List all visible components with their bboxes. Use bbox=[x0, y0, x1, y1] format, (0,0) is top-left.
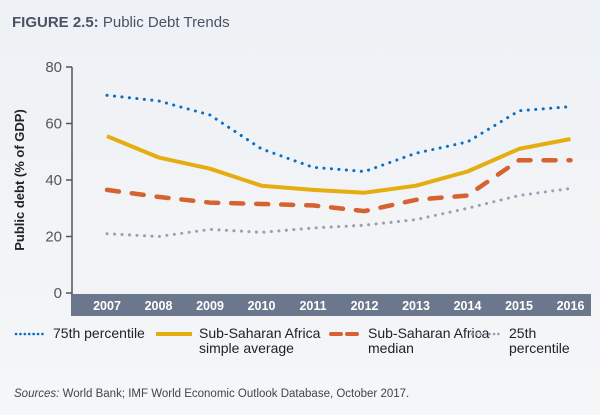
legend: 75th percentile Sub-Saharan Africa simple… bbox=[14, 326, 592, 366]
x-tick-label: 2010 bbox=[248, 299, 276, 313]
legend-label-median-line2: median bbox=[368, 340, 414, 356]
sources-note: Sources: World Bank; IMF World Economic … bbox=[14, 388, 409, 400]
figure-label: FIGURE 2.5: bbox=[12, 14, 99, 31]
legend-item-average: Sub-Saharan Africa simple average bbox=[154, 326, 320, 356]
y-tick-label: 80 bbox=[45, 59, 62, 76]
x-tick-label: 2012 bbox=[351, 299, 379, 313]
legend-label-median-line1: Sub-Saharan Africa bbox=[368, 325, 490, 341]
legend-swatch-p75 bbox=[14, 332, 48, 336]
x-axis: 2007 2008 2009 2010 2011 2012 2013 2014 2015 2016 bbox=[71, 294, 591, 316]
x-tick-label: 2016 bbox=[557, 299, 585, 313]
legend-label-p25: 25th percentile bbox=[509, 325, 570, 356]
series-line-p75 bbox=[105, 93, 572, 174]
y-tick-label: 20 bbox=[45, 229, 62, 246]
x-tick-label: 2014 bbox=[454, 299, 482, 313]
series-group bbox=[104, 93, 573, 239]
legend-item-p75: 75th percentile bbox=[14, 326, 145, 341]
legend-swatch-average bbox=[156, 332, 192, 336]
x-tick-label: 2011 bbox=[299, 299, 326, 313]
series-line-median bbox=[104, 157, 573, 214]
y-axis: 0 20 40 60 80 bbox=[45, 59, 73, 302]
legend-swatch-median bbox=[329, 332, 363, 336]
x-tick-label: 2008 bbox=[145, 299, 173, 313]
y-tick-label: 40 bbox=[45, 172, 62, 189]
y-tick-label: 60 bbox=[45, 116, 62, 133]
sources-label: Sources: bbox=[14, 388, 60, 400]
x-tick-label: 2007 bbox=[93, 299, 121, 313]
sources-text: World Bank; IMF World Economic Outlook D… bbox=[59, 388, 410, 400]
x-tick-label: 2009 bbox=[196, 299, 224, 313]
series-line-p25 bbox=[105, 187, 572, 239]
legend-label-average-line2: simple average bbox=[199, 340, 294, 356]
legend-label-average-line1: Sub-Saharan Africa bbox=[199, 325, 321, 341]
legend-item-p25: 25th percentile bbox=[470, 326, 592, 356]
legend-label-p75: 75th percentile bbox=[53, 325, 145, 341]
x-tick-label: 2013 bbox=[402, 299, 430, 313]
series-line-average bbox=[106, 134, 571, 195]
legend-item-median: Sub-Saharan Africa median bbox=[329, 326, 489, 356]
figure-title: FIGURE 2.5: Public Debt Trends bbox=[12, 14, 230, 31]
x-axis-band bbox=[71, 294, 591, 316]
y-axis-title: Public debt (% of GDP) bbox=[12, 109, 27, 251]
figure-title-text: Public Debt Trends bbox=[98, 14, 230, 31]
legend-label-average: Sub-Saharan Africa simple average bbox=[199, 326, 320, 356]
x-tick-label: 2015 bbox=[505, 299, 533, 313]
legend-swatch-p25 bbox=[470, 332, 504, 336]
legend-label-median: Sub-Saharan Africa median bbox=[368, 326, 489, 356]
y-tick-label: 0 bbox=[54, 285, 62, 302]
